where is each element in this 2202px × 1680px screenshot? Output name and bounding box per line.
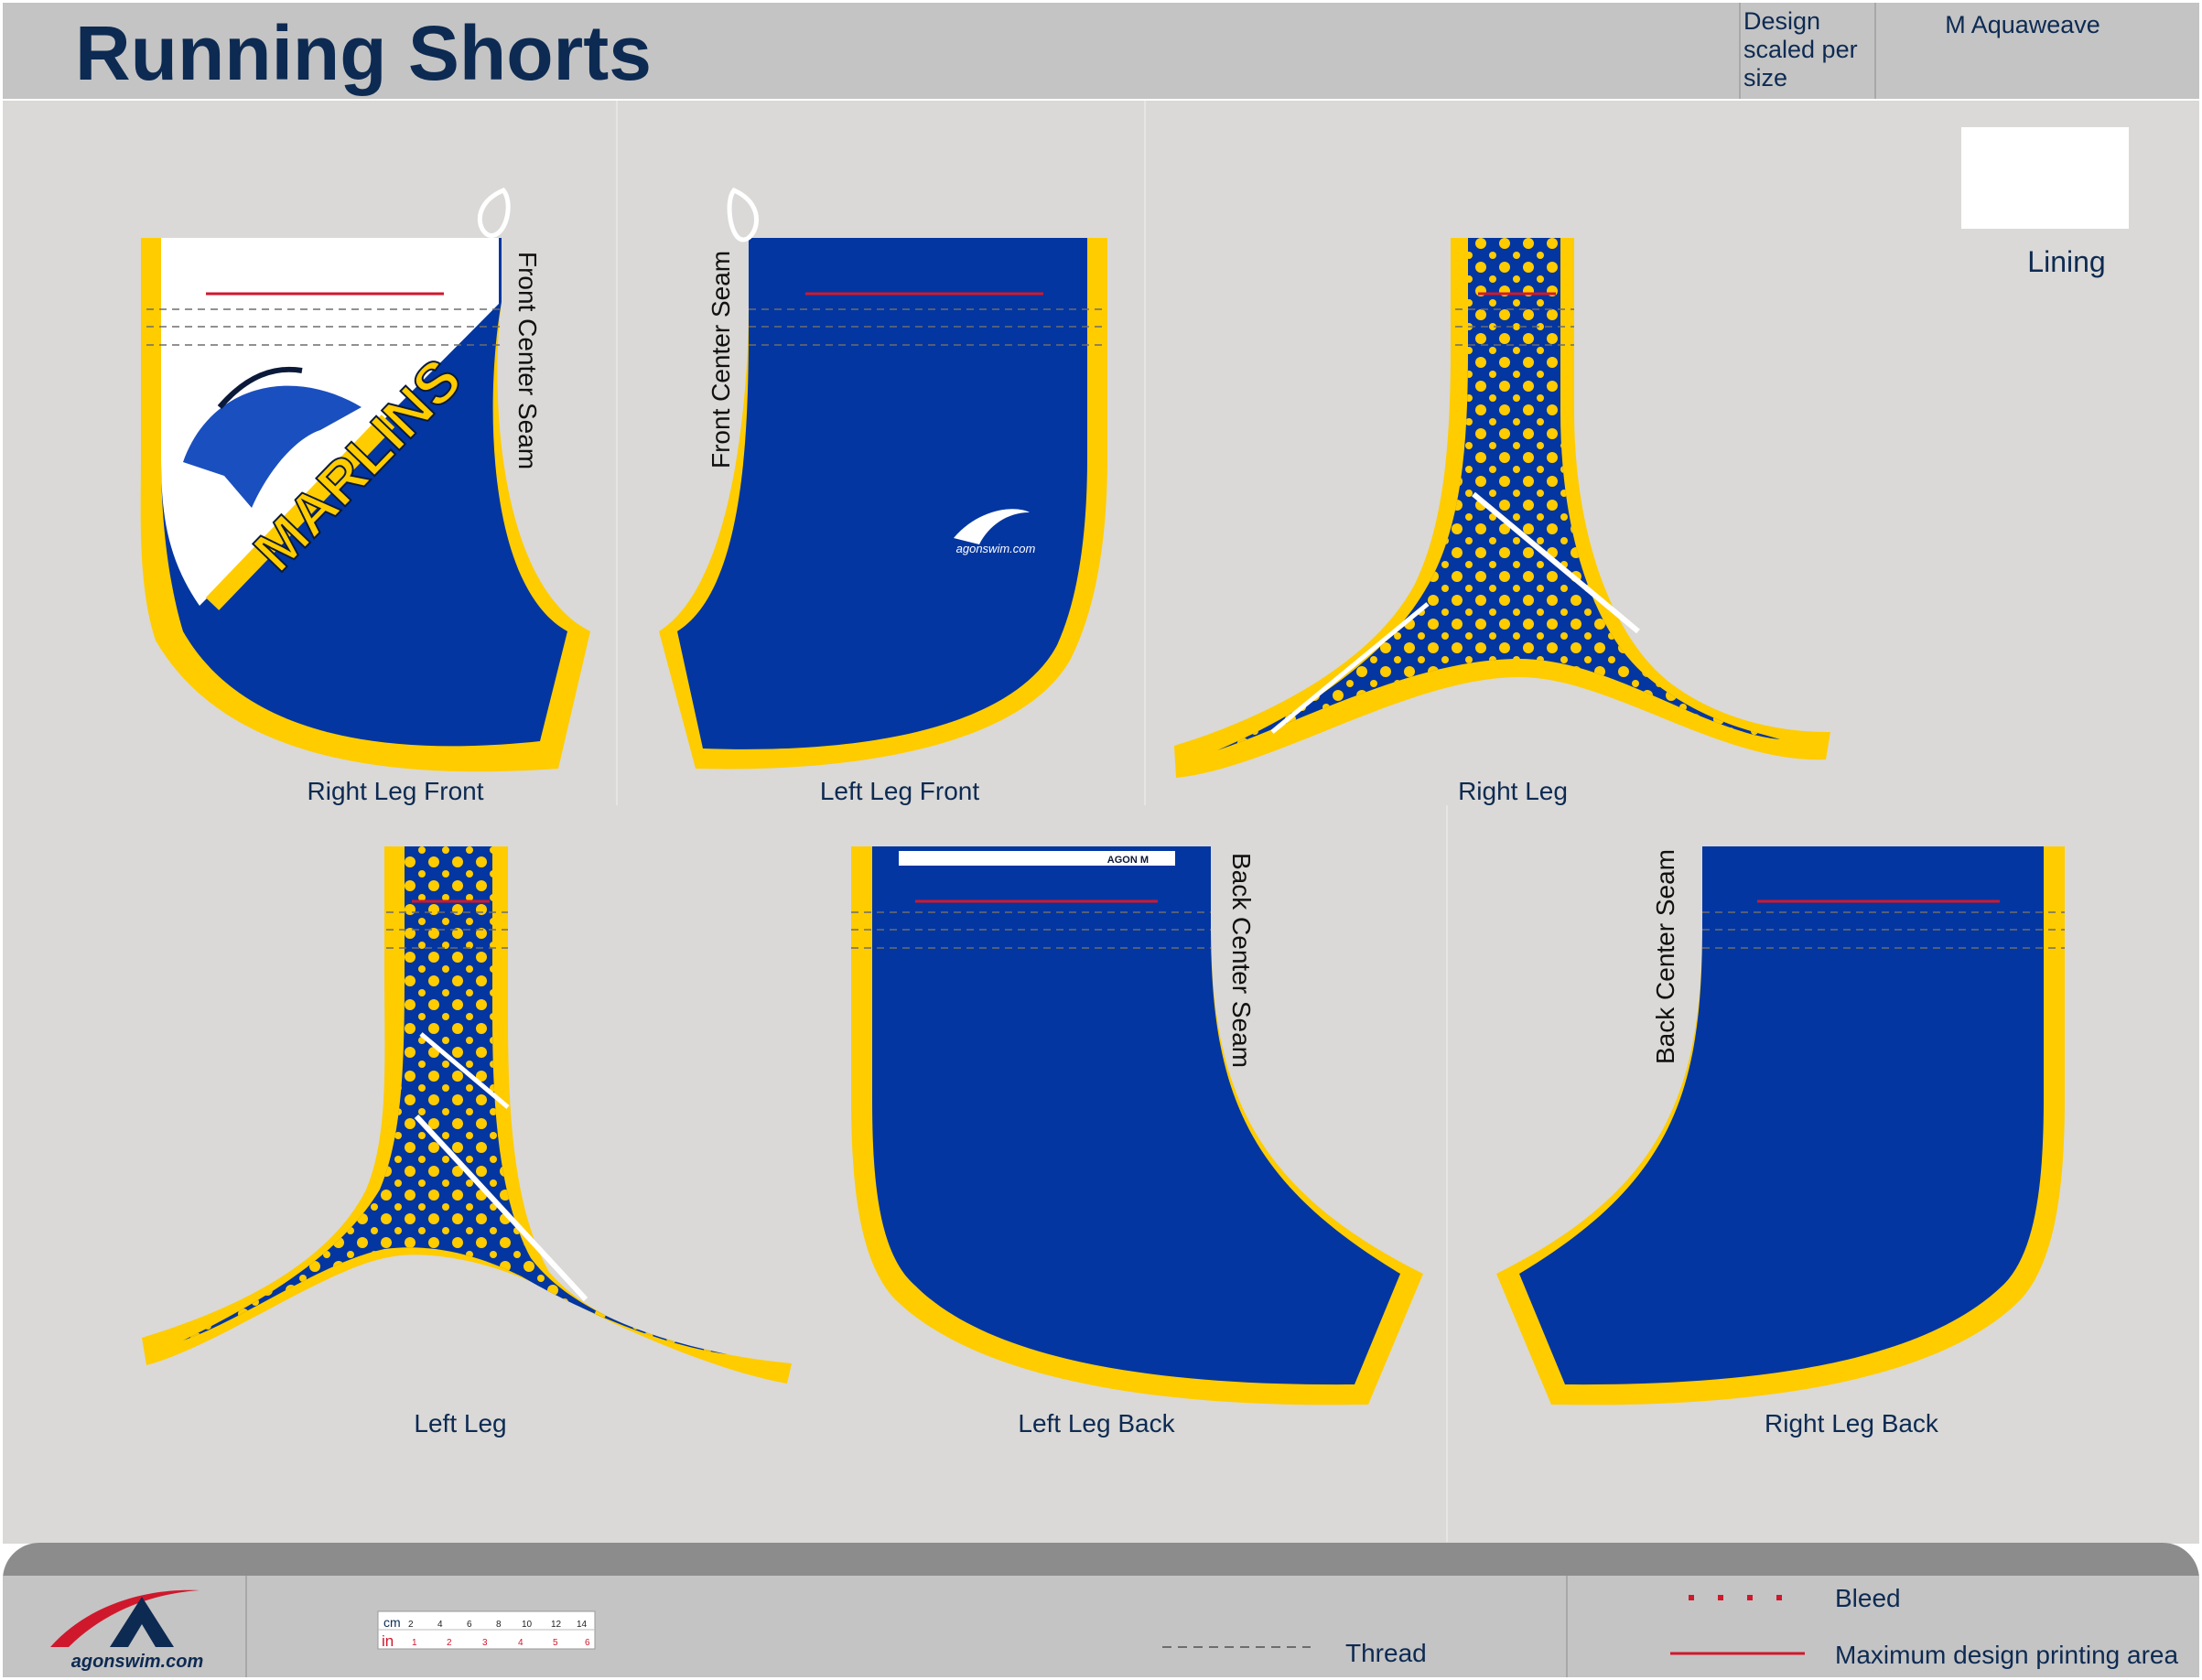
right-leg-piece [1174, 238, 1830, 778]
front-center-seam-label: Front Center Seam [707, 251, 735, 468]
panel-label-right-leg: Right Leg [1458, 777, 1568, 805]
agon-mark-text: agonswim.com [956, 542, 1036, 555]
header-divider [1739, 3, 1741, 99]
lining-swatch [1961, 127, 2129, 229]
footer [3, 1543, 2199, 1677]
back-center-seam-label: Back Center Seam [1651, 849, 1679, 1064]
back-center-seam-label: Back Center Seam [1227, 853, 1256, 1068]
panel-divider [616, 101, 618, 805]
max-area-legend-label: Maximum design printing area [1835, 1641, 2179, 1669]
header-bar [3, 3, 2199, 99]
footer-bar [3, 1543, 2199, 1579]
footer-body [3, 1576, 2199, 1677]
size-tag-text: AGON M [1107, 855, 1149, 866]
panel-divider [1144, 101, 1146, 805]
panel-label-left-leg-back: Left Leg Back [1018, 1409, 1175, 1438]
size-tag [899, 851, 1175, 866]
scaled-note: Design scaled per size [1743, 7, 1858, 92]
header-divider [1874, 3, 1876, 99]
right-leg-back-piece [1496, 846, 2065, 1405]
panel-divider [1446, 805, 1448, 1542]
bleed-legend-label: Bleed [1835, 1584, 1901, 1612]
lining-label: Lining [2027, 245, 2105, 278]
footer-divider [245, 1576, 247, 1677]
left-leg-back-piece: AGON M [851, 846, 1423, 1405]
panel-label-left-leg: Left Leg [414, 1409, 506, 1438]
panel-label-right-leg-back: Right Leg Back [1765, 1409, 1939, 1438]
footer-divider [1566, 1576, 1568, 1677]
agon-mark-icon [954, 509, 1030, 544]
page-title: Running Shorts [75, 10, 652, 96]
panel-label-right-leg-front: Right Leg Front [308, 777, 484, 805]
left-leg-piece [142, 846, 792, 1384]
thread-legend-label: Thread [1345, 1639, 1427, 1667]
right-leg-front-piece: MARLINS [140, 187, 590, 772]
material-label: M Aquaweave [1945, 11, 2100, 38]
front-center-seam-label: Front Center Seam [513, 252, 542, 469]
left-leg-front-piece: agonswim.com [659, 187, 1107, 770]
panel-label-left-leg-front: Left Leg Front [820, 777, 980, 805]
marlin-logo-icon [183, 385, 362, 508]
